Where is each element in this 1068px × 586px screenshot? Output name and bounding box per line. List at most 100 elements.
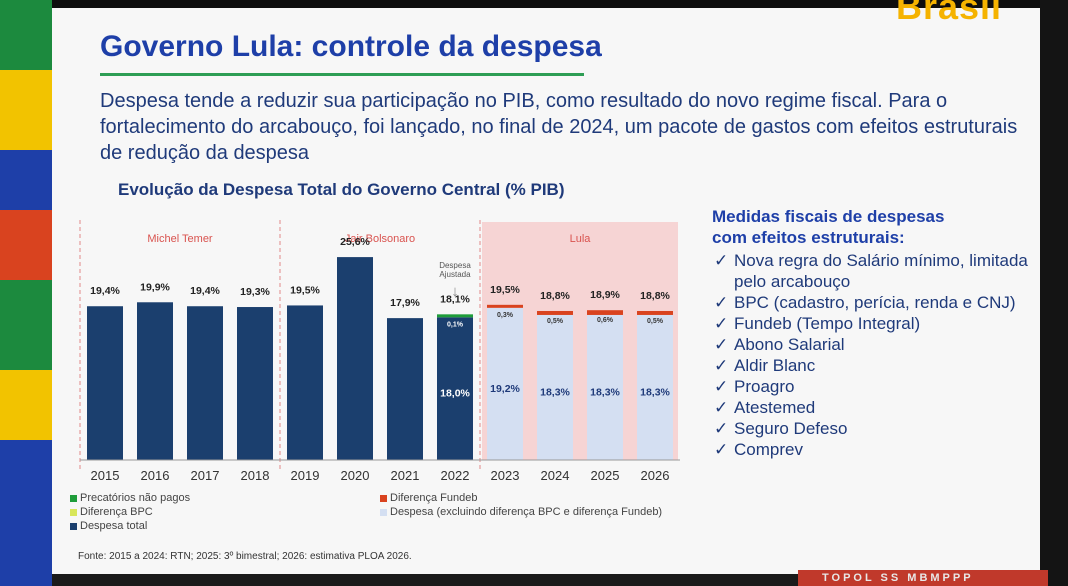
bar-despesa-excluindo (637, 314, 673, 460)
bar-despesa-excluindo (537, 314, 573, 460)
window-top-frame (0, 0, 1068, 8)
check-icon: ✓ (714, 335, 729, 354)
check-icon: ✓ (714, 356, 729, 375)
check-icon: ✓ (714, 251, 729, 270)
measures-title-line1: Medidas fiscais de despesas (712, 207, 945, 226)
expense-bar-chart: Michel Temer Jair Bolsonaro Lula 19,4% 2015 1… (79, 220, 680, 483)
measure-item: ✓ BPC (cadastro, perícia, renda e CNJ) (712, 292, 1032, 313)
bar-despesa-total (287, 305, 323, 460)
check-icon: ✓ (714, 440, 729, 459)
measures-title-line2: com efeitos estruturais: (712, 228, 905, 247)
bar-inner-label: 19,2% (490, 383, 520, 395)
x-tick-label: 2020 (341, 468, 370, 483)
check-icon: ✓ (714, 293, 729, 312)
x-tick-label: 2015 (91, 468, 120, 483)
measure-text: Atestemed (734, 398, 816, 417)
annotation-line2: Ajustada (439, 270, 471, 279)
legend-item: Diferença Fundeb (380, 492, 477, 504)
legend-swatch (380, 508, 387, 516)
measures-list: ✓ Nova regra do Salário mínimo, limitada … (712, 250, 1032, 460)
bar-top-label: 19,5% (290, 284, 320, 296)
legend-swatch (70, 494, 77, 502)
measure-text: Proagro (734, 377, 795, 396)
bar-small-label: 0,6% (597, 317, 614, 324)
bar-inner-label: 18,3% (640, 386, 670, 398)
annotation-line1: Despesa (439, 261, 471, 270)
slide-subtitle: Despesa tende a reduzir sua participação… (100, 90, 1018, 164)
x-tick-label: 2024 (541, 468, 570, 483)
legend-swatch (70, 508, 77, 516)
legend-label: Despesa total (80, 520, 148, 532)
x-tick-label: 2018 (241, 468, 270, 483)
bar-top-label: 19,3% (240, 286, 270, 298)
legend-label: Precatórios não pagos (80, 492, 191, 504)
chart-source-note: Fonte: 2015 a 2024: RTN; 2025: 3º bimest… (78, 551, 412, 562)
x-tick-label: 2016 (141, 468, 170, 483)
bar-despesa-excluindo (487, 307, 523, 460)
x-tick-label: 2026 (641, 468, 670, 483)
bar-despesa-total (87, 306, 123, 460)
x-tick-label: 2022 (441, 468, 470, 483)
x-tick-label: 2021 (391, 468, 420, 483)
bar-despesa-total (137, 302, 173, 460)
measure-item: ✓ Proagro (712, 376, 1032, 397)
measure-text: Nova regra do Salário mínimo, limitada p… (734, 251, 1028, 291)
x-tick-label: 2019 (291, 468, 320, 483)
x-tick-label: 2017 (191, 468, 220, 483)
measure-text: Comprev (734, 440, 803, 459)
bar-diferenca-fundeb (587, 310, 623, 315)
left-decorative-band (0, 0, 52, 586)
measure-item: ✓ Atestemed (712, 397, 1032, 418)
legend-item: Despesa total (70, 520, 147, 532)
bar-precatorios (437, 314, 473, 318)
annotation-arrow: ↓ (451, 283, 459, 300)
bar-despesa-total (337, 257, 373, 460)
period-label: Jair Bolsonaro (345, 233, 415, 245)
window-right-frame (1040, 0, 1068, 586)
measure-text: Abono Salarial (734, 335, 845, 354)
bar-small-label: 0,3% (497, 312, 514, 319)
check-icon: ✓ (714, 314, 729, 333)
check-icon: ✓ (714, 419, 729, 438)
period-label: Michel Temer (147, 233, 213, 245)
bar-inner-label: 18,0% (440, 388, 470, 400)
measure-item: ✓ Seguro Defeso (712, 418, 1032, 439)
measure-text: BPC (cadastro, perícia, renda e CNJ) (734, 293, 1016, 312)
bar-small-label: 0,5% (647, 318, 664, 325)
bar-inner-label: 18,3% (590, 386, 620, 398)
bar-top-label: 17,9% (390, 297, 420, 309)
measure-item: ✓ Abono Salarial (712, 334, 1032, 355)
legend-label: Diferença Fundeb (390, 492, 478, 504)
measure-item: ✓ Comprev (712, 439, 1032, 460)
bottom-red-tag: TOPOL SS MBMPPP (798, 570, 1048, 586)
legend-item: Despesa (excluindo diferença BPC e difer… (380, 506, 662, 518)
bar-top-label: 18,8% (640, 290, 670, 302)
bar-diferenca-fundeb (487, 304, 523, 308)
x-tick-label: 2025 (591, 468, 620, 483)
legend-swatch (70, 522, 77, 530)
brand-logo-text: Brasil (896, 0, 1003, 27)
legend-item: Precatórios não pagos (70, 492, 190, 504)
bar-diferenca-fundeb (637, 310, 673, 315)
measure-text: Aldir Blanc (734, 356, 816, 375)
measure-text: Fundeb (Tempo Integral) (734, 314, 921, 333)
bar-despesa-total (237, 307, 273, 460)
bar-top-label: 19,9% (140, 281, 170, 293)
x-tick-label: 2023 (491, 468, 520, 483)
measure-item: ✓ Nova regra do Salário mínimo, limitada … (712, 250, 1032, 292)
bar-top-label: 19,4% (190, 285, 220, 297)
bar-top-label: 18,1% (440, 293, 470, 305)
legend-label: Diferença BPC (80, 506, 153, 518)
presentation-slide: Governo Lula: controle da despesa Despes… (52, 8, 1040, 574)
bar-despesa-excluindo (587, 314, 623, 460)
legend-swatch (380, 494, 387, 502)
bar-small-label: 0,5% (547, 318, 564, 325)
slide-title: Governo Lula: controle da despesa (100, 30, 602, 63)
bar-small-label: 0,1% (447, 321, 464, 328)
legend-label: Despesa (excluindo diferença BPC e difer… (390, 506, 663, 518)
measure-item: ✓ Fundeb (Tempo Integral) (712, 313, 1032, 334)
bar-despesa-total (387, 318, 423, 460)
legend-item: Diferença BPC (70, 506, 153, 518)
period-label: Lula (570, 233, 592, 245)
bar-top-label: 19,5% (490, 284, 520, 296)
